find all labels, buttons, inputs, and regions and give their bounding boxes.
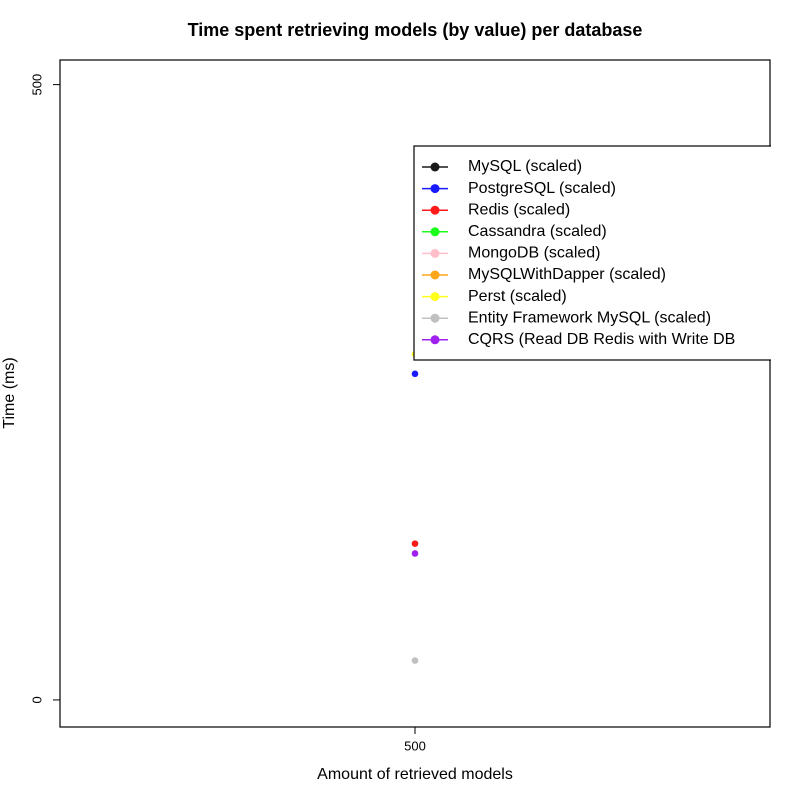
point [411,550,419,557]
y-axis-label: Time (ms) [1,357,18,428]
legend-marker [430,270,440,280]
legend-box [413,145,771,361]
legend-label: Cassandra (scaled) [468,223,607,240]
legend-label: Perst (scaled) [468,288,567,305]
legend-marker [430,313,440,323]
legend-marker [430,248,440,258]
legend-label: MySQL (scaled) [468,158,582,175]
y-tick-label: 500 [29,74,44,96]
chart-title: Time spent retrieving models (by value) … [188,20,643,40]
legend-marker [430,184,440,194]
x-axis-label: Amount of retrieved models [317,766,513,783]
legend-marker [430,205,440,215]
legend-label: Redis (scaled) [468,201,570,218]
legend-marker [430,162,440,172]
legend-label: Entity Framework MySQL (scaled) [468,309,711,326]
legend-marker [430,335,440,345]
point [411,370,419,378]
legend-marker [430,227,440,237]
x-tick-label: 500 [404,738,426,753]
legend: MySQL (scaled) PostgreSQL (scaled) Redis (… [413,145,771,361]
legend-marker [430,292,440,302]
legend-label: CQRS (Read DB Redis with Write DB [468,331,735,348]
legend-label: MongoDB (scaled) [468,245,601,262]
point [411,540,419,547]
legend-label: PostgreSQL (scaled) [468,180,616,197]
legend-label: MySQLWithDapper (scaled) [468,266,666,283]
y-tick-label: 0 [29,696,44,703]
point [411,657,419,664]
